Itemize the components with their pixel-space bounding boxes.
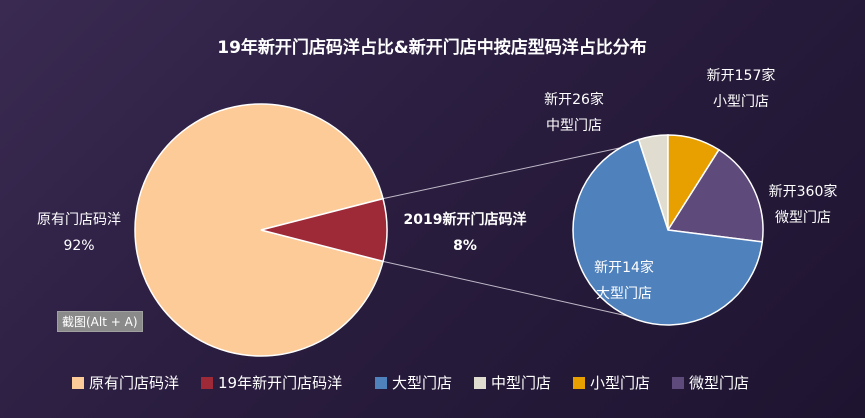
- data-labels: 原有门店码洋92%2019新开门店码洋8%新开14家大型门店新开26家中型门店新…: [37, 67, 837, 302]
- legend-swatch-3: [474, 377, 486, 389]
- slice-existing-stores: [134, 103, 384, 357]
- label-micro-type: 微型门店: [775, 210, 831, 226]
- slice-new-stores-2019: [260, 197, 388, 263]
- label-small-type: 小型门店: [713, 94, 769, 110]
- legend-label-2: 大型门店: [392, 374, 452, 392]
- legend-swatch-4: [573, 377, 585, 389]
- legend-label-0: 原有门店码洋: [89, 374, 179, 392]
- connector-line-top: [382, 147, 621, 200]
- label-existing-value: 92%: [63, 238, 94, 254]
- connector-line-bottom: [382, 260, 628, 317]
- label-new-name: 2019新开门店码洋: [404, 211, 527, 228]
- main-pie: [134, 103, 388, 357]
- legend-label-1: 19年新开门店码洋: [218, 374, 342, 392]
- legend-swatch-5: [672, 377, 684, 389]
- connector-lines: [382, 147, 628, 317]
- label-small-count: 新开157家: [707, 67, 776, 84]
- sub-pie: [572, 134, 764, 326]
- label-large-count: 新开14家: [594, 259, 654, 276]
- chart-title: 19年新开门店码洋占比&新开门店中按店型码洋占比分布: [217, 37, 646, 58]
- label-medium-type: 中型门店: [546, 118, 602, 134]
- slice-micro-stores: [666, 148, 764, 243]
- slice-large-stores: [572, 138, 764, 326]
- legend-swatch-0: [72, 377, 84, 389]
- label-micro-count: 新开360家: [769, 183, 838, 200]
- legend-label-4: 小型门店: [590, 374, 650, 392]
- legend-label-5: 微型门店: [689, 374, 749, 392]
- screenshot-tooltip: 截图(Alt + A): [57, 311, 143, 332]
- label-large-type: 大型门店: [596, 286, 652, 302]
- label-medium-count: 新开26家: [544, 91, 604, 108]
- label-new-value: 8%: [453, 238, 477, 254]
- legend-label-3: 中型门店: [491, 374, 551, 392]
- legend-swatch-2: [375, 377, 387, 389]
- label-existing-name: 原有门店码洋: [37, 212, 121, 228]
- legend: 原有门店码洋 19年新开门店码洋 大型门店 中型门店 小型门店 微型门店: [72, 374, 749, 392]
- legend-swatch-1: [201, 377, 213, 389]
